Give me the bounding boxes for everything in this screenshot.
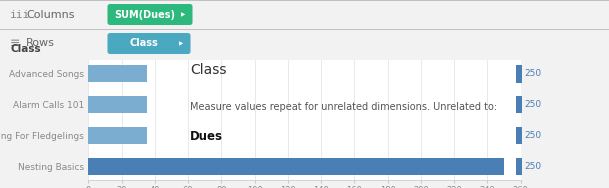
- Bar: [516, 158, 521, 175]
- Bar: [516, 65, 521, 83]
- FancyBboxPatch shape: [108, 4, 192, 25]
- Bar: [0, 0, 609, 29]
- Bar: [88, 158, 504, 175]
- Text: 250: 250: [524, 100, 541, 109]
- Text: ▶: ▶: [181, 12, 185, 17]
- Text: SUM(Dues): SUM(Dues): [114, 10, 175, 20]
- Text: ≡: ≡: [10, 37, 21, 50]
- Text: ▶: ▶: [179, 41, 183, 46]
- Bar: [88, 127, 147, 144]
- Text: 250: 250: [524, 131, 541, 140]
- Text: Dues: Dues: [191, 130, 224, 143]
- Text: Measure values repeat for unrelated dimensions. Unrelated to:: Measure values repeat for unrelated dime…: [191, 102, 498, 111]
- Text: Rows: Rows: [26, 39, 55, 49]
- Bar: [88, 96, 147, 113]
- Text: 250: 250: [524, 162, 541, 171]
- Text: Columns: Columns: [26, 10, 74, 20]
- Text: Class: Class: [130, 39, 158, 49]
- Bar: [0, 29, 609, 58]
- Bar: [88, 65, 147, 82]
- Text: Class: Class: [191, 63, 227, 77]
- Bar: [516, 96, 521, 113]
- FancyBboxPatch shape: [108, 33, 191, 54]
- Bar: [516, 127, 521, 144]
- Text: iii: iii: [10, 10, 30, 20]
- Text: 250: 250: [524, 69, 541, 78]
- Text: Class: Class: [10, 44, 41, 54]
